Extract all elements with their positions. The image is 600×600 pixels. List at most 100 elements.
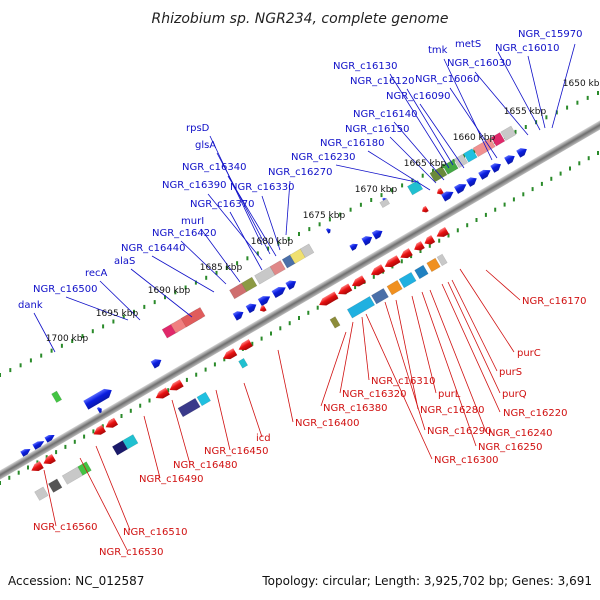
reverse-gene-arrow[interactable] [423,235,436,247]
gene-label[interactable]: NGR_c16010 [495,43,560,54]
forward-gene-arrow[interactable] [257,293,272,307]
reverse-gene-arrow[interactable] [221,348,238,362]
gene-label[interactable]: NGR_c16420 [152,228,217,239]
reverse-gene-arrow[interactable] [92,424,106,438]
gene-label[interactable]: NGR_c16300 [434,455,499,466]
reverse-gene-arrow[interactable] [383,255,401,270]
gene-feature[interactable] [241,276,258,293]
gene-label[interactable]: metS [455,39,481,50]
reverse-gene-arrow[interactable] [154,387,170,402]
gene-label[interactable]: NGR_c16510 [123,527,188,538]
gene-feature[interactable] [346,296,376,319]
forward-gene-arrow[interactable] [361,234,374,246]
gene-label[interactable]: NGR_c16220 [503,408,568,419]
gene-label[interactable]: NGR_c16560 [33,522,98,533]
gene-label[interactable]: NGR_c15970 [518,29,583,40]
gene-label[interactable]: NGR_c16380 [323,403,388,414]
gene-label[interactable]: NGR_c16530 [99,547,164,558]
gene-feature[interactable] [122,434,139,450]
reverse-gene-arrow[interactable] [435,227,449,240]
gene-label[interactable]: dank [18,300,43,311]
gene-label[interactable]: NGR_c16060 [415,74,480,85]
reverse-gene-arrow[interactable] [369,264,386,278]
gene-label[interactable]: NGR_c16450 [204,446,269,457]
gene-feature[interactable] [414,264,429,280]
gene-label[interactable]: NGR_c16440 [121,243,186,254]
gene-feature[interactable] [426,257,441,273]
gene-label[interactable]: NGR_c16500 [33,284,98,295]
gene-label[interactable]: NGR_c16390 [162,180,227,191]
gene-feature[interactable] [386,279,403,296]
gene-label[interactable]: NGR_c16370 [190,199,255,210]
reverse-gene-arrow[interactable] [29,461,44,474]
gene-label[interactable]: NGR_c16270 [268,167,333,178]
gene-feature[interactable] [196,391,211,407]
gene-feature[interactable] [407,180,424,196]
gene-label[interactable]: purQ [502,389,527,400]
forward-gene-arrow[interactable] [490,161,503,173]
gene-label[interactable]: NGR_c16400 [295,418,360,429]
gene-feature[interactable] [48,478,63,493]
gene-feature[interactable] [398,271,417,289]
forward-gene-arrow[interactable] [150,357,164,369]
gene-label[interactable]: NGR_c16240 [488,428,553,439]
forward-gene-arrow[interactable] [371,228,385,240]
gene-label[interactable]: NGR_c16310 [371,376,436,387]
forward-gene-arrow[interactable] [20,447,32,457]
gene-feature[interactable] [379,198,391,209]
gene-label[interactable]: NGR_c16230 [291,152,356,163]
reverse-gene-arrow[interactable] [350,275,367,289]
reverse-gene-arrow[interactable] [168,379,184,393]
reverse-gene-arrow[interactable] [420,205,429,214]
forward-gene-arrow[interactable] [466,175,479,187]
gene-label[interactable]: NGR_c16490 [139,474,204,485]
forward-gene-arrow[interactable] [32,439,45,450]
gene-label[interactable]: purC [517,348,541,359]
reverse-gene-arrow[interactable] [317,291,339,309]
gene-feature[interactable] [436,253,448,267]
reverse-gene-arrow[interactable] [258,305,267,313]
gene-feature[interactable] [463,148,478,163]
gene-label[interactable]: murI [181,216,204,227]
gene-feature[interactable] [490,132,506,147]
reverse-gene-arrow[interactable] [41,454,56,467]
forward-gene-arrow[interactable] [325,227,332,234]
forward-gene-arrow[interactable] [349,242,359,251]
forward-gene-arrow[interactable] [285,278,298,290]
gene-label[interactable]: NGR_c16130 [333,61,398,72]
gene-feature[interactable] [269,260,286,276]
forward-gene-arrow[interactable] [271,284,288,298]
gene-label[interactable]: NGR_c16090 [386,91,451,102]
reverse-gene-arrow[interactable] [237,339,253,353]
gene-label[interactable]: NGR_c16120 [350,76,415,87]
gene-label[interactable]: NGR_c16290 [427,426,492,437]
forward-gene-arrow[interactable] [478,167,492,180]
forward-gene-arrow[interactable] [504,153,517,165]
gene-label[interactable]: NGR_c16330 [230,182,295,193]
gene-feature[interactable] [180,307,206,328]
gene-label[interactable]: NGR_c16150 [345,124,410,135]
gene-label[interactable]: NGR_c16030 [447,58,512,69]
gene-label[interactable]: NGR_c16340 [182,162,247,173]
gene-feature[interactable] [371,287,389,305]
gene-feature[interactable] [51,390,63,404]
reverse-gene-arrow[interactable] [104,417,119,431]
gene-label[interactable]: NGR_c16480 [173,460,238,471]
forward-gene-arrow[interactable] [96,406,103,414]
gene-feature[interactable] [500,125,517,141]
gene-label[interactable]: purL [438,389,461,400]
gene-label[interactable]: rpsD [186,123,210,134]
gene-label[interactable]: NGR_c16250 [478,442,543,453]
gene-label[interactable]: alaS [114,256,135,267]
gene-label[interactable]: glsA [195,140,216,151]
gene-feature[interactable] [34,486,49,501]
gene-label[interactable]: NGR_c16180 [320,138,385,149]
reverse-gene-arrow[interactable] [435,187,444,196]
reverse-gene-arrow[interactable] [336,283,353,297]
gene-label[interactable]: NGR_c16320 [342,389,407,400]
gene-feature[interactable] [472,137,496,158]
gene-feature[interactable] [329,316,341,329]
forward-gene-arrow[interactable] [454,181,468,194]
gene-label[interactable]: NGR_c16140 [353,109,418,120]
gene-label[interactable]: recA [85,268,108,279]
